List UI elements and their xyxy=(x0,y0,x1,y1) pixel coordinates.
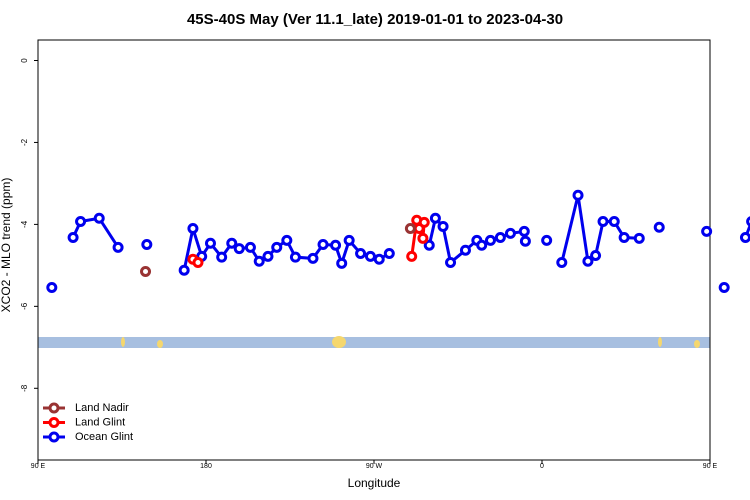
data-point xyxy=(701,225,713,237)
data-point xyxy=(590,250,602,262)
data-point xyxy=(633,232,645,244)
data-point xyxy=(336,257,348,269)
data-point xyxy=(582,255,594,267)
data-point xyxy=(418,216,430,228)
data-point xyxy=(459,244,471,256)
y-tick-label: -8 xyxy=(20,384,29,392)
data-point xyxy=(233,243,245,255)
data-point xyxy=(281,234,293,246)
ocean-strip xyxy=(38,337,710,348)
data-point xyxy=(484,234,496,246)
data-point xyxy=(494,232,506,244)
data-point xyxy=(653,221,665,233)
series xyxy=(46,189,750,293)
data-point xyxy=(216,251,228,263)
legend-marker xyxy=(48,417,60,428)
land-patch xyxy=(121,337,125,347)
data-point xyxy=(93,212,105,224)
data-point xyxy=(140,266,152,278)
data-point xyxy=(519,235,531,247)
data-point xyxy=(307,252,319,264)
data-point xyxy=(178,264,190,276)
data-point xyxy=(417,232,429,244)
y-tick-label: -6 xyxy=(20,302,29,310)
legend-label: Ocean Glint xyxy=(75,431,133,443)
data-point xyxy=(504,227,516,239)
x-axis-label: Longitude xyxy=(348,476,401,490)
data-point xyxy=(476,239,488,251)
series xyxy=(140,222,416,278)
data-point xyxy=(141,238,153,250)
y-tick-label: -2 xyxy=(20,138,29,146)
x-tick-label: 180 xyxy=(200,463,212,470)
chart-title: 45S-40S May (Ver 11.1_late) 2019-01-01 t… xyxy=(187,11,563,28)
data-point xyxy=(608,216,620,228)
surface-strip xyxy=(38,336,710,348)
data-point xyxy=(429,212,441,224)
legend-marker xyxy=(48,402,60,414)
land-patch xyxy=(332,336,346,348)
data-point xyxy=(383,247,395,259)
data-point xyxy=(406,250,418,262)
data-point xyxy=(289,251,301,263)
legend-label: Land Glint xyxy=(75,416,125,428)
x-tick-label: 90 E xyxy=(31,463,46,470)
data-point xyxy=(373,253,385,265)
data-point xyxy=(718,281,730,293)
data-point xyxy=(192,256,204,268)
y-tick-label: 0 xyxy=(20,58,29,63)
data-point xyxy=(597,216,609,228)
data-point xyxy=(204,237,216,249)
land-patch xyxy=(157,340,163,348)
data-point xyxy=(112,241,124,253)
data-point xyxy=(541,234,553,246)
data-point xyxy=(67,232,79,244)
land-patch xyxy=(694,340,700,348)
data-point xyxy=(404,222,416,234)
y-tick-label: -4 xyxy=(20,220,29,228)
data-point xyxy=(226,237,238,249)
legend: Land Nadir Land Glint Ocean Glint xyxy=(43,402,133,443)
data-point xyxy=(364,250,376,262)
series-line xyxy=(182,222,391,271)
data-point xyxy=(355,247,367,259)
data-point xyxy=(445,256,457,268)
data-point xyxy=(262,250,274,262)
data-point xyxy=(330,239,342,251)
legend-marker xyxy=(48,431,60,443)
land-patch xyxy=(658,337,662,347)
data-point xyxy=(187,222,199,234)
data-point xyxy=(518,225,530,237)
x-tick-label: 90 W xyxy=(366,463,383,470)
data-point xyxy=(317,238,329,250)
data-point xyxy=(556,256,568,268)
data-point xyxy=(244,241,256,253)
data-point xyxy=(343,234,355,246)
data-point xyxy=(618,232,630,244)
legend-label: Land Nadir xyxy=(75,402,129,414)
x-tick-label: 90 E xyxy=(703,463,718,470)
x-tick-label: 0 xyxy=(540,463,544,470)
data-point xyxy=(75,216,87,228)
data-point xyxy=(739,232,750,244)
data-point xyxy=(423,239,435,251)
data-point xyxy=(437,220,449,232)
data-point xyxy=(253,255,265,267)
data-point xyxy=(572,189,584,201)
series-line xyxy=(71,216,120,249)
data-point xyxy=(271,241,283,253)
data-point xyxy=(746,216,750,227)
y-axis-label: XCO2 - MLO trend (ppm) xyxy=(0,178,13,313)
data-point xyxy=(46,281,58,293)
